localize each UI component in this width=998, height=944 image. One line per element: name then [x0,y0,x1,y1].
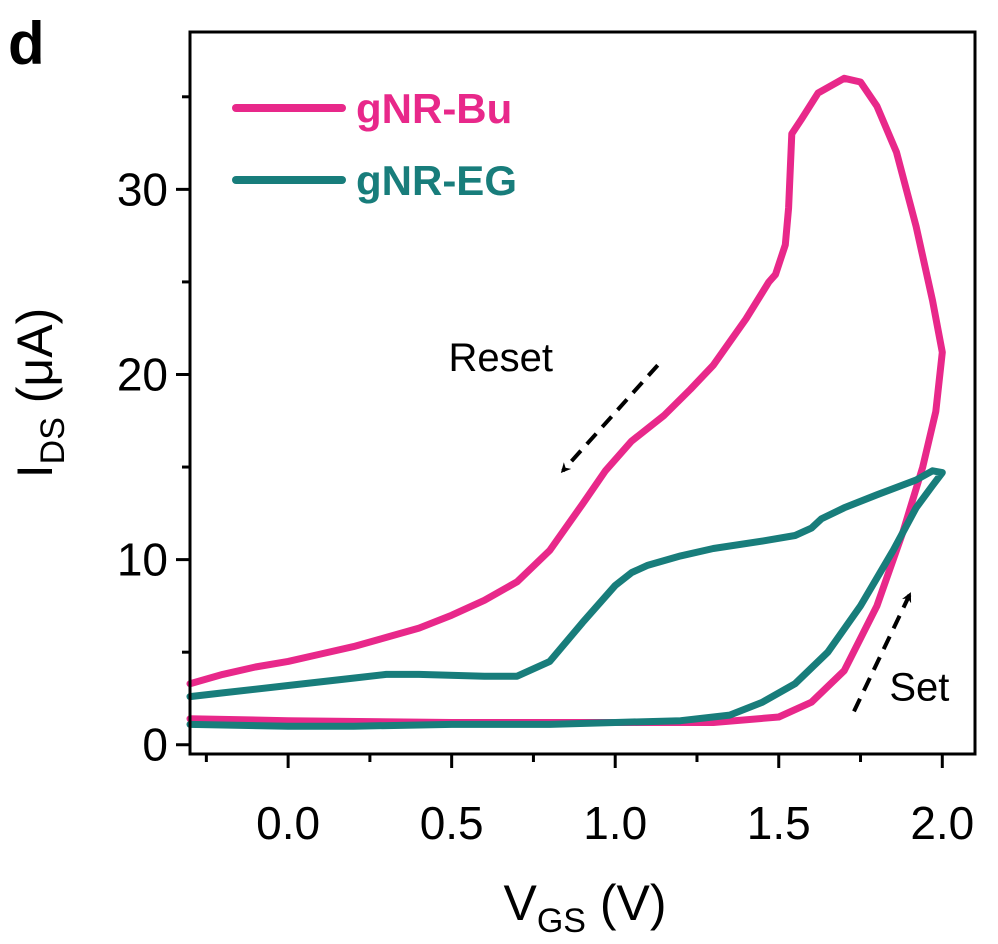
annotation-reset: Reset [448,336,553,380]
panel-letter: d [8,10,45,77]
y-tick-label: 30 [117,163,168,215]
x-axis: 0.0 0.5 1.0 1.5 2.0 [204,754,974,849]
x-tick-label: 0.0 [256,797,320,849]
series-line-2 [186,467,946,730]
x-tick-label: 1.0 [583,797,647,849]
x-axis-label-sub: GS [537,902,586,940]
reset-arrow [560,363,660,473]
x-tick-label: 0.5 [420,797,484,849]
plot-frame [188,30,977,756]
y-axis-label-main: I [7,464,63,478]
y-tick-label: 0 [142,719,168,771]
annotations: Reset Set [448,336,949,713]
y-tick-label: 20 [117,348,168,400]
x-axis-label-unit: (V) [586,875,667,931]
y-axis: 0 10 20 30 [117,95,190,771]
y-axis-label-unit: (μA) [7,308,63,417]
y-axis-label-sub: DS [34,417,72,464]
y-tick-label: 10 [117,534,168,586]
legend: gNR-Bu gNR-EG [232,85,517,204]
x-axis-label: VGS (V) [503,875,666,940]
y-axis-label: IDS (μA) [7,308,72,479]
x-tick-label: 2.0 [910,797,974,849]
legend-label-1: gNR-Bu [356,85,512,132]
legend-label-2: gNR-EG [356,157,517,204]
annotation-set: Set [889,665,949,709]
series-line-1 [186,74,946,726]
x-axis-label-main: V [503,875,537,931]
x-tick-label: 1.5 [747,797,811,849]
series-lines [186,74,946,730]
